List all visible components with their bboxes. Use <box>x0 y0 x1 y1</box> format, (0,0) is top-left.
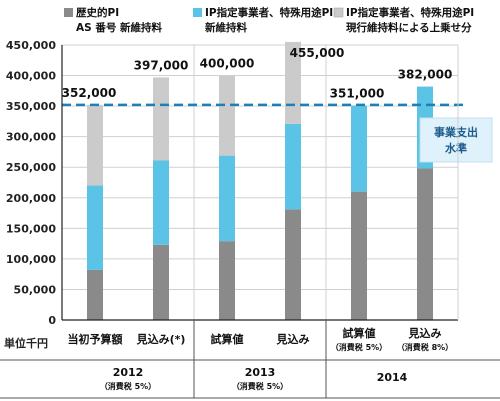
y-tick-label: 50,000 <box>14 283 57 296</box>
legend-label-surcharge-line1: IP指定事業者、特殊用途PI <box>346 6 474 19</box>
group-sublabel: （消費税 5%） <box>232 381 288 391</box>
y-tick-label: 400,000 <box>6 70 56 83</box>
legend-swatch-surcharge <box>333 7 344 18</box>
y-tick-label: 350,000 <box>6 100 56 113</box>
y-tick-label: 250,000 <box>6 161 56 174</box>
x-tick-label: 試算値 <box>211 332 244 346</box>
x-tick-label: 見込み(*) <box>136 332 186 346</box>
x-axis-categories: 当初予算額 見込み(*) 試算値 見込み 試算値 （消費税 5%） 見込み （消費税 8%） 2… <box>68 326 454 391</box>
bar-segment-historical <box>87 269 103 320</box>
y-tick-label: 150,000 <box>6 222 56 235</box>
legend: 歴史的PI AS 番号 新維持料 IP指定事業者、特殊用途PI 新維持料 IP指… <box>64 6 474 34</box>
x-tick-sublabel: （消費税 5%） <box>331 342 387 352</box>
gridlines <box>62 44 458 320</box>
legend-swatch-historical <box>64 8 73 17</box>
legend-label-historical-line1: 歴史的PI <box>76 6 119 19</box>
bar-segment-historical <box>153 244 169 320</box>
bar-segment-historical <box>285 209 301 320</box>
total-label: 400,000 <box>200 57 255 71</box>
y-unit-label: 単位千円 <box>4 336 48 350</box>
legend-item-historical: 歴史的PI AS 番号 新維持料 <box>64 6 162 34</box>
total-label: 455,000 <box>290 46 345 60</box>
reference-label-text: 水準 <box>445 141 467 155</box>
legend-label-historical-line2: AS 番号 新維持料 <box>76 21 162 34</box>
x-tick-sublabel: （消費税 8%） <box>397 342 453 352</box>
reference-label-box <box>419 117 493 163</box>
y-tick-label: 0 <box>48 314 56 327</box>
axis-frame <box>0 45 500 399</box>
total-label: 382,000 <box>398 68 453 82</box>
bar-segment-new-fee <box>219 155 235 242</box>
y-axis: 0 50,000 100,000 150,000 200,000 250,000 300,0… <box>6 39 56 327</box>
bar-segment-new-fee <box>153 160 169 245</box>
legend-label-new-fee-line2: 新維持料 <box>205 21 247 34</box>
total-labels: 352,000 397,000 400,000 455,000 351,000 382,0… <box>62 46 453 101</box>
bar-segment-new-fee <box>351 105 367 192</box>
legend-swatch-new-fee <box>193 8 202 17</box>
legend-item-new-fee: IP指定事業者、特殊用途PI 新維持料 <box>193 6 333 34</box>
bar-segment-new-fee <box>87 185 103 270</box>
bar-segment-surcharge <box>219 75 235 156</box>
y-tick-label: 450,000 <box>6 39 56 52</box>
bar-segment-historical <box>417 168 433 320</box>
bar-segment-surcharge <box>153 77 169 161</box>
bar-segment-historical <box>351 191 367 320</box>
x-tick-label: 見込み <box>408 326 442 340</box>
reference-label-text: 事業支出 <box>434 125 478 139</box>
total-label: 351,000 <box>330 87 385 101</box>
bar-segment-new-fee <box>285 123 301 210</box>
bar-segment-surcharge <box>87 104 103 186</box>
bar-segment-surcharge <box>285 41 301 124</box>
legend-label-surcharge-line2: 現行維持料による上乗せ分 <box>346 21 472 34</box>
legend-item-surcharge: IP指定事業者、特殊用途PI 現行維持料による上乗せ分 <box>333 6 474 34</box>
total-label: 397,000 <box>134 58 189 72</box>
x-tick-label: 当初予算額 <box>68 332 123 346</box>
group-sublabel: （消費税 5%） <box>100 381 156 391</box>
y-tick-label: 300,000 <box>6 131 56 144</box>
group-label: 2014 <box>377 371 408 384</box>
total-label: 352,000 <box>62 86 117 100</box>
x-tick-label: 試算値 <box>343 326 376 340</box>
group-label: 2012 <box>113 366 144 379</box>
bars <box>87 41 433 320</box>
group-label: 2013 <box>245 366 276 379</box>
x-tick-label: 見込み <box>276 332 310 346</box>
y-tick-label: 100,000 <box>6 253 56 266</box>
bar-segment-historical <box>219 241 235 320</box>
legend-label-new-fee-line1: IP指定事業者、特殊用途PI <box>205 6 333 19</box>
y-tick-label: 200,000 <box>6 192 56 205</box>
